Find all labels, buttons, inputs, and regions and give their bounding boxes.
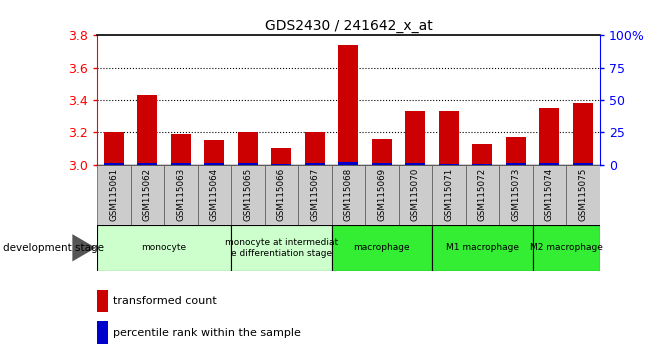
Bar [466, 165, 499, 225]
Bar [539, 163, 559, 165]
Text: M2 macrophage: M2 macrophage [530, 243, 602, 252]
Text: GSM115065: GSM115065 [243, 168, 253, 221]
Bar [506, 137, 526, 165]
Bar [539, 108, 559, 165]
Bar [231, 225, 332, 271]
Bar [204, 162, 224, 165]
Bar [506, 163, 526, 165]
Text: GSM115072: GSM115072 [478, 168, 487, 221]
Bar [204, 141, 224, 165]
Bar [432, 225, 533, 271]
Bar [97, 165, 131, 225]
Bar [137, 162, 157, 165]
Bar [439, 164, 459, 165]
Bar [171, 134, 191, 165]
Bar [171, 163, 191, 165]
Polygon shape [72, 234, 96, 261]
Bar [97, 225, 231, 271]
Text: monocyte: monocyte [141, 243, 187, 252]
Bar [271, 164, 291, 165]
Text: GSM115075: GSM115075 [578, 168, 588, 221]
Title: GDS2430 / 241642_x_at: GDS2430 / 241642_x_at [265, 19, 432, 33]
Bar [432, 165, 466, 225]
Bar [305, 163, 325, 165]
Bar [533, 225, 600, 271]
Bar [499, 165, 533, 225]
Bar [164, 165, 198, 225]
Text: GSM115066: GSM115066 [277, 168, 286, 221]
Bar [405, 111, 425, 165]
Text: transformed count: transformed count [113, 296, 217, 306]
Text: GSM115068: GSM115068 [344, 168, 353, 221]
Bar [231, 165, 265, 225]
Bar [405, 163, 425, 165]
Text: GSM115062: GSM115062 [143, 168, 152, 221]
Text: GSM115064: GSM115064 [210, 168, 219, 221]
Bar [332, 225, 432, 271]
Bar [298, 165, 332, 225]
Bar [238, 163, 258, 165]
Text: GSM115074: GSM115074 [545, 168, 554, 221]
Bar [104, 163, 124, 165]
Text: GSM115073: GSM115073 [511, 168, 521, 221]
Text: GSM115067: GSM115067 [310, 168, 320, 221]
Bar [566, 165, 600, 225]
Bar [338, 45, 358, 165]
Bar [365, 165, 399, 225]
Bar [472, 144, 492, 165]
Bar [137, 95, 157, 165]
Text: GSM115069: GSM115069 [377, 168, 387, 221]
Bar [131, 165, 164, 225]
Text: percentile rank within the sample: percentile rank within the sample [113, 328, 301, 338]
Bar [305, 132, 325, 165]
Bar [533, 165, 566, 225]
Bar [439, 111, 459, 165]
Bar [97, 290, 108, 312]
Bar [372, 162, 392, 165]
Bar [332, 165, 365, 225]
Text: M1 macrophage: M1 macrophage [446, 243, 519, 252]
Bar [97, 321, 108, 344]
Text: macrophage: macrophage [354, 243, 410, 252]
Bar [265, 165, 298, 225]
Text: GSM115070: GSM115070 [411, 168, 420, 221]
Bar [573, 163, 593, 165]
Text: monocyte at intermediat
e differentiation stage: monocyte at intermediat e differentiatio… [225, 238, 338, 257]
Bar [399, 165, 432, 225]
Bar [104, 132, 124, 165]
Bar [238, 132, 258, 165]
Bar [573, 103, 593, 165]
Bar [372, 139, 392, 165]
Text: GSM115061: GSM115061 [109, 168, 119, 221]
Bar [338, 162, 358, 165]
Text: development stage: development stage [3, 243, 105, 253]
Bar [472, 164, 492, 165]
Bar [198, 165, 231, 225]
Text: GSM115071: GSM115071 [444, 168, 454, 221]
Bar [271, 148, 291, 165]
Text: GSM115063: GSM115063 [176, 168, 186, 221]
